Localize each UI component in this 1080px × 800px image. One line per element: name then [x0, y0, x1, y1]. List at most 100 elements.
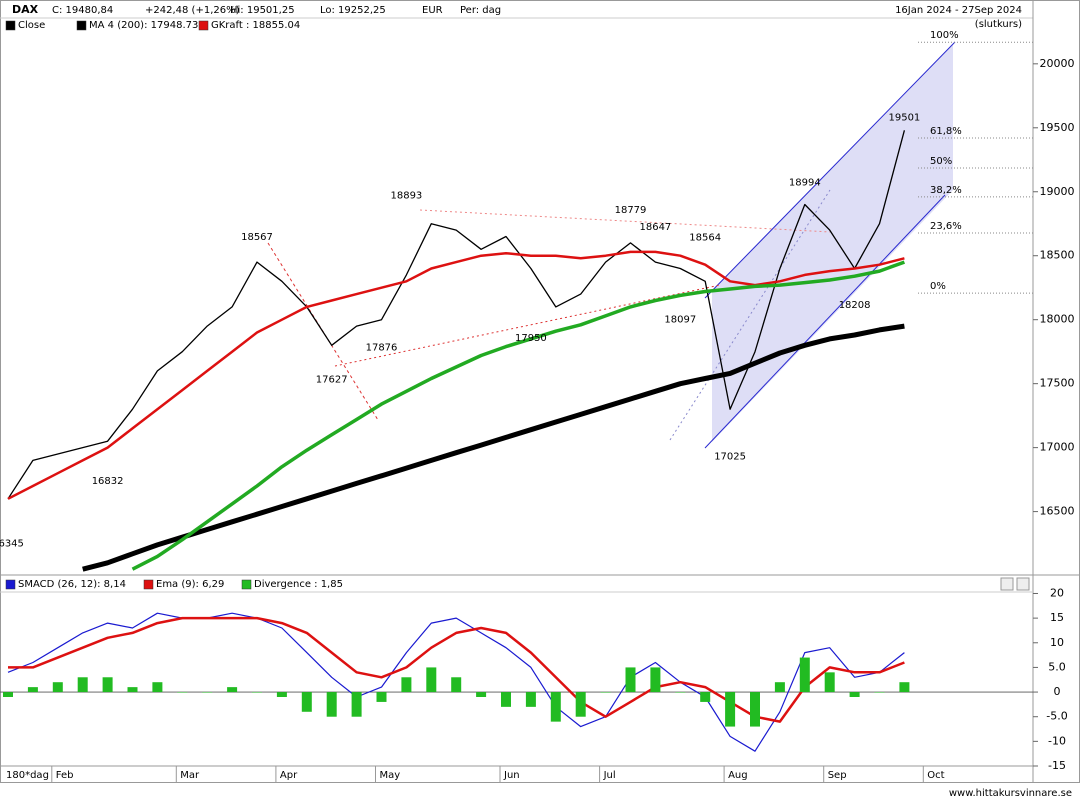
y-tick-label: 17500	[1040, 377, 1075, 390]
footer: www.hittakursvinnare.se	[949, 788, 1072, 799]
fib-label: 38,2%	[930, 185, 962, 196]
price-label: 17025	[714, 451, 746, 462]
x-tick-label: Oct	[927, 770, 944, 781]
y-tick-label: 16500	[1040, 505, 1075, 518]
chart-title: DAX	[12, 3, 39, 16]
plot-area	[7, 130, 906, 572]
divergence-bar	[227, 687, 238, 693]
header-item: +242,48 (+1,26%)	[145, 5, 240, 16]
legend-swatch	[241, 579, 252, 590]
divergence-bar	[52, 682, 63, 693]
divergence-bar	[177, 692, 188, 693]
channel-upper	[704, 41, 956, 299]
legend-swatch	[76, 20, 87, 31]
divergence-bar	[899, 682, 910, 693]
divergence-bar	[301, 692, 312, 712]
y-tick-label: 0	[1054, 685, 1061, 698]
fib-label: 50%	[930, 156, 952, 167]
price-label: 17950	[515, 333, 547, 344]
x-tick-label: Jul	[603, 770, 616, 781]
legend-swatch	[198, 20, 209, 31]
y-tick-label: -15	[1048, 759, 1066, 772]
y-tick-label: 20000	[1040, 57, 1075, 70]
series-line	[82, 323, 905, 572]
divergence-bar	[351, 692, 362, 717]
legend-swatch	[5, 579, 16, 590]
divergence-bar	[77, 677, 88, 693]
panel-icon[interactable]	[1016, 577, 1030, 591]
price-label: 16832	[92, 476, 124, 487]
y-tick-label: 10	[1050, 636, 1064, 649]
trend-dotted	[419, 209, 831, 233]
x-tick-label: Jun	[503, 770, 520, 781]
plot-area	[0, 612, 1033, 752]
legend-swatch	[143, 579, 154, 590]
legend-swatch	[5, 20, 16, 31]
x-tick-label: Aug	[728, 770, 748, 781]
divergence-bar	[750, 692, 760, 727]
y-tick-label: 15	[1050, 611, 1064, 624]
y-tick-label: 18000	[1040, 313, 1075, 326]
divergence-bar	[102, 677, 113, 693]
y-tick-label: 18500	[1040, 249, 1075, 262]
divergence-bar	[152, 682, 163, 693]
x-tick-label: May	[380, 770, 401, 781]
divergence-bar	[675, 692, 686, 693]
divergence-bar	[725, 692, 736, 727]
y-tick-label: 20	[1050, 586, 1064, 599]
trend-dotted	[334, 284, 721, 367]
divergence-bar	[525, 692, 536, 707]
fib-label: 23,6%	[930, 221, 962, 232]
legend-label: GKraft : 18855.04	[211, 20, 300, 31]
price-label: 18994	[789, 178, 821, 189]
divergence-bar	[600, 692, 611, 693]
y-tick-label: 19000	[1040, 185, 1075, 198]
header-item: EUR	[422, 5, 443, 16]
price-label: 18893	[390, 190, 422, 201]
y-tick-label: 17000	[1040, 441, 1075, 454]
divergence-bar	[774, 682, 785, 693]
price-label: 18097	[664, 314, 696, 325]
price-label: 16345	[0, 538, 24, 549]
divergence-bar	[575, 692, 586, 717]
divergence-bar	[550, 692, 561, 722]
channel-lower	[704, 194, 946, 449]
divergence-bar	[700, 692, 711, 702]
price-label: 18647	[639, 222, 671, 233]
y-tick-label: -5.0	[1046, 710, 1067, 723]
divergence-bar	[401, 677, 412, 693]
divergence-bar	[326, 692, 337, 717]
price-label: 17876	[366, 343, 398, 354]
divergence-bar	[476, 692, 487, 697]
fib-label: 100%	[930, 30, 959, 41]
fib-label: 61,8%	[930, 126, 962, 137]
period-label: 180*dag	[6, 770, 49, 781]
y-tick-label: 5.0	[1048, 660, 1066, 673]
period: 16Jan 2024 - 27Sep 2024	[895, 5, 1022, 16]
panel-icon[interactable]	[1000, 577, 1014, 591]
divergence-bar	[376, 692, 387, 702]
divergence-bar	[426, 667, 437, 693]
divergence-bar	[451, 677, 462, 693]
channel-fill	[712, 44, 953, 442]
legend-label: Close	[18, 20, 45, 31]
divergence-bar	[625, 667, 636, 693]
y-tick-label: -10	[1048, 734, 1066, 747]
legend-label: MA 4 (200): 17948.73	[89, 20, 198, 31]
header-item: Lo: 19252,25	[320, 5, 386, 16]
legend-label: Divergence : 1,85	[254, 579, 343, 590]
legend-label: SMACD (26, 12): 8,14	[18, 579, 126, 590]
divergence-bar	[824, 672, 835, 693]
price-label: 18567	[241, 232, 273, 243]
series-line	[131, 260, 905, 571]
divergence-bar	[501, 692, 511, 707]
divergence-bar	[849, 692, 860, 697]
divergence-bar	[799, 657, 810, 693]
divergence-bar	[874, 692, 885, 693]
period-note: (slutkurs)	[975, 19, 1022, 30]
price-label: 19501	[888, 113, 920, 124]
divergence-bar	[276, 692, 287, 697]
fib-label: 0%	[930, 281, 946, 292]
price-label: 18208	[839, 300, 871, 311]
divergence-bar	[252, 692, 262, 693]
